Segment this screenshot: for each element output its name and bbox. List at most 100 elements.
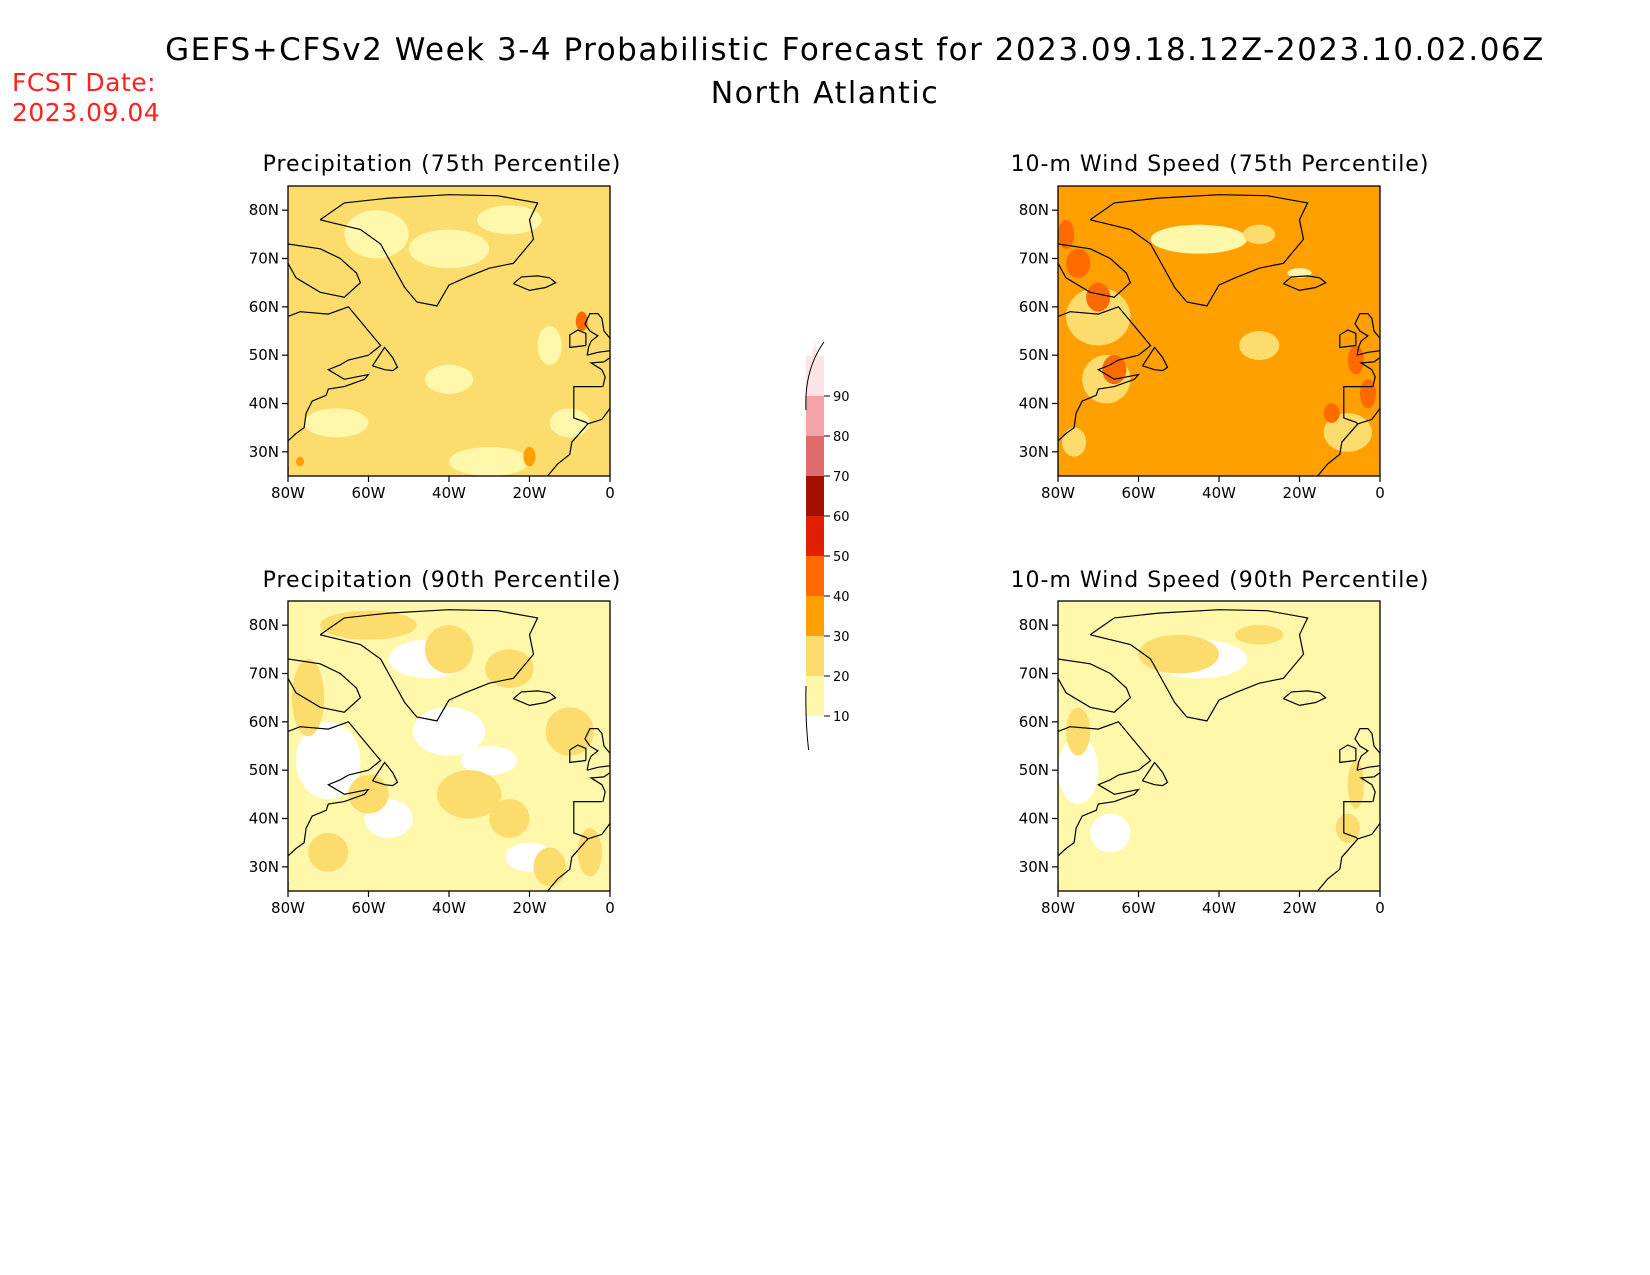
colorbar-swatch: [806, 396, 824, 436]
coastline: [1058, 306, 1152, 366]
map-precip-90: 80N 70N 60N 50N 40N 30N 80W 60W 40W 20W 0: [249, 600, 615, 917]
coastline: [1089, 194, 1309, 307]
probability-contour: [304, 408, 369, 438]
lat-tick-label: 50N: [1019, 761, 1049, 779]
coastline: [1339, 329, 1357, 349]
coastline: [319, 609, 539, 722]
panel-title-precip-90: Precipitation (90th Percentile): [262, 568, 622, 593]
lon-tick-label: 40W: [1202, 899, 1236, 917]
probability-contour: [1235, 625, 1284, 645]
probability-contour: [1058, 219, 1075, 249]
coastline: [587, 822, 610, 840]
coastline: [569, 329, 587, 349]
panel-title-wind-75: 10-m Wind Speed (75th Percentile): [1010, 152, 1430, 177]
lat-tick-label: 40N: [1019, 395, 1049, 413]
probability-contour: [1086, 282, 1111, 312]
lat-tick-label: 30N: [249, 858, 279, 876]
lat-tick-label: 50N: [249, 761, 279, 779]
probability-contour: [533, 847, 566, 887]
low-probability-area: [461, 746, 518, 775]
probability-contour: [296, 456, 305, 467]
lat-tick-label: 80N: [249, 201, 279, 219]
coastline: [587, 407, 610, 425]
coastline: [288, 721, 382, 781]
coastline: [1359, 357, 1380, 388]
coastline: [1354, 728, 1380, 771]
map-wind-75: 80N 70N 60N 50N 40N 30N 80W 60W 40W 20W 0: [1019, 185, 1385, 502]
probability-contour: [575, 311, 588, 331]
map-wind-90: 80N 70N 60N 50N 40N 30N 80W 60W 40W 20W 0: [1019, 600, 1385, 917]
coastline: [589, 357, 610, 388]
colorbar-swatch: [806, 556, 824, 596]
fcst-date-label: FCST Date:: [12, 68, 157, 97]
lat-tick-label: 40N: [249, 810, 279, 828]
lat-tick-label: 60N: [249, 298, 279, 316]
coastline: [513, 690, 557, 707]
low-probability-area: [1090, 813, 1131, 853]
page-title: GEFS+CFSv2 Week 3-4 Probabilistic Foreca…: [165, 32, 1545, 68]
colorbar-swatch: [806, 636, 824, 676]
lat-tick-label: 60N: [1019, 298, 1049, 316]
probability-contour: [485, 649, 534, 688]
coastline: [1058, 364, 1141, 476]
coastline: [546, 801, 602, 891]
colorbar-label: 20: [833, 670, 850, 685]
lon-tick-label: 60W: [1122, 899, 1156, 917]
colorbar-swatch: [806, 596, 824, 636]
colorbar-label: 60: [833, 510, 850, 525]
lat-tick-label: 60N: [249, 713, 279, 731]
low-probability-area: [296, 721, 361, 800]
lon-tick-label: 40W: [432, 899, 466, 917]
probability-contour: [1347, 760, 1364, 809]
lat-tick-label: 40N: [249, 395, 279, 413]
colorbar-label: 50: [833, 550, 850, 565]
coastline: [288, 306, 382, 366]
coastline: [1354, 313, 1380, 356]
lon-tick-label: 40W: [432, 484, 466, 502]
probability-contour: [1347, 345, 1364, 375]
coastline: [1058, 243, 1132, 298]
lat-tick-label: 30N: [1019, 858, 1049, 876]
lon-tick-label: 60W: [352, 484, 386, 502]
probability-contour: [1243, 224, 1276, 244]
lat-tick-label: 30N: [249, 443, 279, 461]
low-probability-area: [1058, 736, 1099, 804]
lon-tick-label: 40W: [1202, 484, 1236, 502]
lon-tick-label: 80W: [271, 899, 305, 917]
colorbar-label: 40: [833, 590, 850, 605]
lat-tick-label: 70N: [249, 665, 279, 683]
colorbar-label: 10: [833, 710, 850, 725]
probability-contour: [537, 326, 562, 365]
region-subtitle: North Atlantic: [710, 76, 940, 111]
coastline: [288, 658, 362, 713]
probability-contour: [348, 775, 389, 814]
colorbar-legend: 90 80 70 60 50 40 30 20 10: [805, 341, 850, 750]
probability-contour: [1138, 634, 1219, 674]
probability-contour: [424, 364, 474, 394]
panel-title-precip-75: Precipitation (75th Percentile): [262, 152, 622, 177]
coastline: [1141, 761, 1169, 787]
coastline: [1316, 801, 1372, 891]
coastline: [1058, 658, 1132, 713]
probability-contour: [545, 707, 594, 756]
probability-contour: [1066, 287, 1131, 346]
coastline: [1058, 779, 1141, 891]
probability-contour: [436, 770, 502, 819]
lon-tick-label: 80W: [1041, 899, 1075, 917]
colorbar-swatch: [806, 676, 824, 716]
lon-tick-label: 80W: [1041, 484, 1075, 502]
probability-contour: [424, 625, 474, 674]
colorbar-label: 70: [833, 470, 850, 485]
lon-tick-label: 0: [1375, 899, 1385, 917]
probability-contour: [1239, 331, 1280, 360]
panel-title-wind-90: 10-m Wind Speed (90th Percentile): [1010, 568, 1430, 593]
probability-contour: [449, 447, 530, 476]
probability-contour: [477, 205, 542, 235]
coastline: [1058, 721, 1152, 781]
probability-contour: [489, 799, 530, 838]
probability-contour: [523, 447, 536, 467]
lon-tick-label: 0: [1375, 484, 1385, 502]
probability-contour: [408, 229, 490, 269]
probability-contour: [292, 659, 325, 737]
colorbar-swatch: [806, 436, 824, 476]
